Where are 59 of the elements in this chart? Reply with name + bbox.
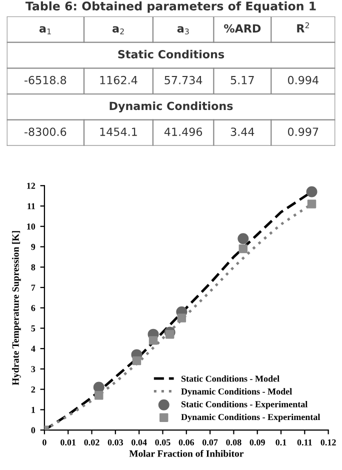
text: -6518.8	[24, 76, 66, 84]
y-tick-label: 4	[31, 346, 36, 352]
y-tick-label: 7	[31, 284, 36, 291]
y-tick-label: 6	[31, 305, 36, 312]
text: R$^{2}$	[297, 22, 309, 32]
x-tick-label: 0.11	[297, 439, 312, 446]
legend-label: Dynamic Conditions - Model	[181, 388, 292, 396]
y-tick-label: 11	[28, 203, 35, 210]
y-tick-label: 0	[31, 427, 36, 434]
point	[238, 233, 249, 244]
text: %ARD	[224, 24, 261, 33]
text: 0.997	[288, 128, 318, 136]
x-tick-label: 0.08	[226, 439, 242, 446]
point	[238, 244, 248, 254]
text: 5.17	[230, 76, 254, 84]
x-tick-label: 0.06	[178, 439, 194, 446]
x-tick-label: 0.05	[155, 439, 170, 446]
point	[306, 186, 318, 198]
point	[307, 200, 316, 208]
text: Table 6: Obtained parameters of Equation 1	[25, 1, 316, 13]
text: 1162.4	[100, 76, 138, 84]
text: a$_{1}$	[39, 26, 51, 34]
x-tick-label: 0.03	[108, 439, 124, 446]
point	[165, 330, 174, 339]
y-tick-label: 5	[31, 325, 36, 332]
y-tick-label: 3	[31, 366, 36, 372]
y-tick-label: 1	[32, 406, 35, 413]
x-tick-label: 0.09	[250, 439, 265, 446]
y-tick-label: 9	[31, 244, 36, 250]
x-tick-label: 0.07	[202, 439, 218, 446]
point	[148, 336, 158, 345]
x-tick-label: 0.04	[132, 439, 147, 446]
text: -8300.6	[24, 128, 66, 136]
legend-label: Dynamic Conditions - Experimental	[181, 414, 320, 422]
text: a$_{2}$	[112, 26, 124, 34]
x-tick-label: 0.01	[60, 439, 76, 446]
y-axis-title: Hydrate Temperature Supression [K]	[12, 231, 21, 386]
text: a$_{3}$	[177, 26, 189, 34]
text: 57.734	[164, 76, 202, 84]
y-tick-label: 2	[31, 386, 36, 392]
y-tick-label: 8	[31, 264, 36, 270]
x-axis-title: Molar Fraction of Inhibitor	[129, 450, 244, 457]
text: Static Conditions	[118, 50, 224, 58]
point	[94, 391, 104, 400]
text: 1454.1	[100, 128, 137, 136]
x-tick-label: 0.12	[320, 439, 336, 446]
text: 3.44	[230, 128, 254, 136]
x-tick-label: 0.1	[276, 439, 286, 446]
x-tick-label: 0	[42, 439, 46, 446]
point	[177, 314, 186, 322]
y-tick-label: 10	[27, 224, 36, 230]
point	[132, 356, 142, 366]
x-tick-label: 0.02	[84, 439, 100, 446]
y-tick-label: 12	[27, 182, 36, 189]
legend-label: Static Conditions - Experimental	[181, 400, 308, 410]
legend-label: Static Conditions - Model	[181, 375, 280, 382]
text: 0.994	[288, 76, 318, 84]
text: 41.496	[164, 128, 202, 136]
text: Dynamic Conditions	[110, 102, 233, 112]
